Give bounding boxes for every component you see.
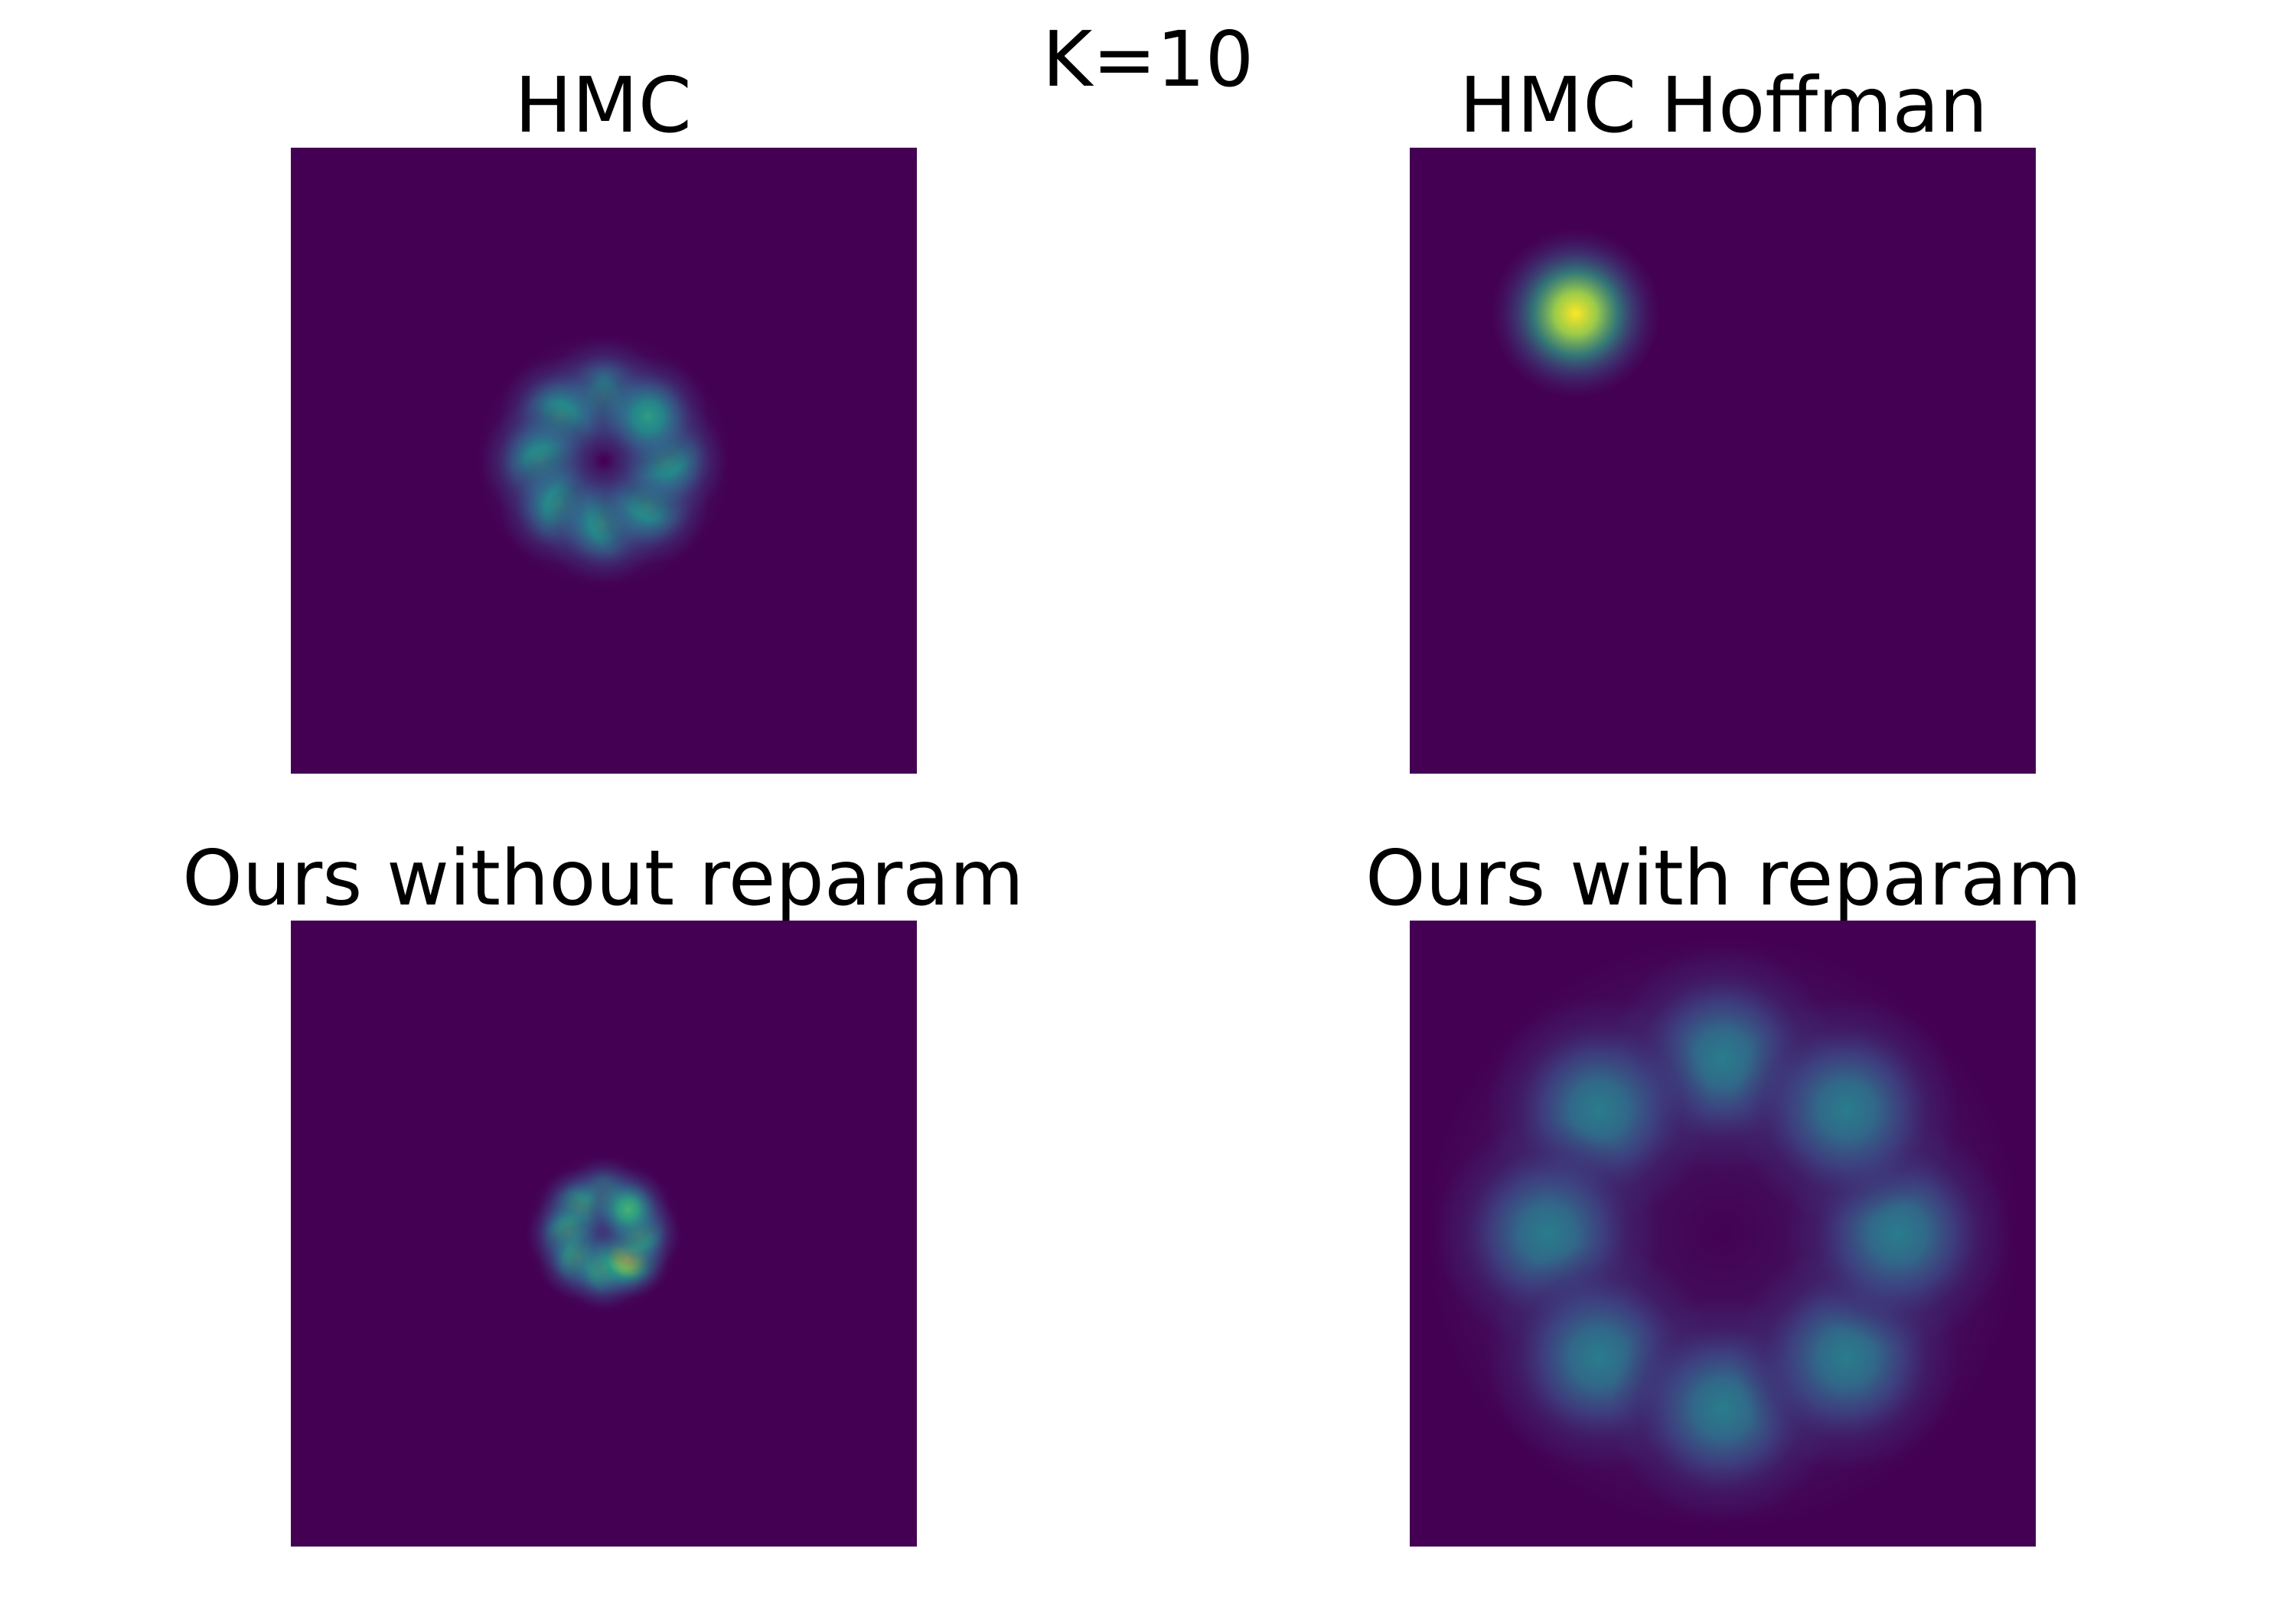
panel-hmc bbox=[291, 148, 917, 774]
mode-blob bbox=[1733, 996, 1960, 1223]
mode-blob bbox=[1491, 229, 1661, 399]
heatmap-ours-without-reparam bbox=[291, 921, 917, 1547]
panel-hmc-hoffman bbox=[1410, 148, 2036, 774]
panel-title-ours-without-reparam: Ours without reparam bbox=[182, 833, 1024, 923]
panel-title-ours-with-reparam: Ours with reparam bbox=[1365, 833, 2082, 923]
panel-ours-without-reparam bbox=[291, 921, 917, 1547]
heatmap-background bbox=[1410, 148, 2036, 774]
mode-blob bbox=[586, 1168, 670, 1251]
mode-blob bbox=[588, 356, 709, 477]
panel-title-hmc-hoffman: HMC Hoffman bbox=[1459, 60, 1988, 150]
panel-ours-with-reparam bbox=[1410, 921, 2036, 1547]
heatmap-hmc-hoffman bbox=[1410, 148, 2036, 774]
panel-title-hmc: HMC bbox=[514, 60, 692, 150]
figure-suptitle: K=10 bbox=[1042, 15, 1254, 104]
heatmap-hmc bbox=[291, 148, 917, 774]
heatmap-ours-with-reparam bbox=[1410, 921, 2036, 1547]
